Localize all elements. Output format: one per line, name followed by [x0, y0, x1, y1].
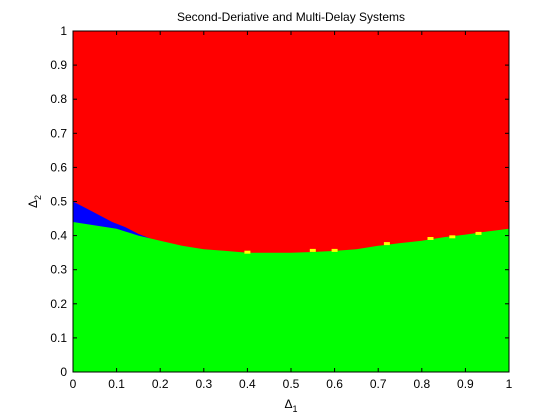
x-tick-label: 0.4	[239, 377, 256, 391]
y-tick-label: 0.6	[50, 160, 67, 174]
y-tick-label: 1	[60, 24, 67, 38]
y-tick-label: 0.3	[50, 263, 67, 277]
chart-regions	[73, 31, 509, 372]
x-axis-ticks: 0 0.1 0.2 0.3 0.4 0.5 0.6 0.7 0.8 0.9 1	[70, 31, 513, 391]
x-tick-label: 0.2	[152, 377, 169, 391]
x-tick-label: 0.9	[457, 377, 474, 391]
y-axis-ticks: 0 0.1 0.2 0.3 0.4 0.5 0.6 0.7 0.8 0.9 1	[50, 24, 509, 379]
yellow-point	[475, 231, 482, 235]
yellow-point	[244, 250, 251, 254]
y-tick-label: 0.1	[50, 331, 67, 345]
yellow-point	[331, 248, 338, 252]
y-tick-label: 0	[60, 365, 67, 379]
x-tick-label: 0	[70, 377, 77, 391]
x-tick-label: 0.8	[413, 377, 430, 391]
y-axis-label-subscript: 2	[33, 195, 43, 200]
yellow-point	[383, 242, 390, 246]
x-axis-label: Δ1	[284, 397, 297, 414]
y-axis-label: Δ2	[26, 195, 43, 208]
yellow-point	[449, 235, 456, 239]
yellow-points	[244, 231, 482, 254]
stable-region-green	[73, 222, 509, 372]
yellow-point	[427, 237, 434, 240]
y-tick-label: 0.8	[50, 92, 67, 106]
y-tick-label: 0.7	[50, 126, 67, 140]
x-tick-label: 0.6	[326, 377, 343, 391]
x-tick-label: 0.7	[370, 377, 387, 391]
y-tick-label: 0.9	[50, 58, 67, 72]
yellow-point	[309, 248, 316, 252]
chart-title: Second-Deriative and Multi-Delay Systems	[177, 10, 405, 24]
x-tick-label: 1	[506, 377, 513, 391]
y-tick-label: 0.4	[50, 229, 67, 243]
x-axis-label-subscript: 1	[293, 404, 298, 414]
x-tick-label: 0.5	[283, 377, 300, 391]
y-tick-label: 0.5	[50, 195, 67, 209]
y-axis-label-main: Δ	[26, 200, 40, 208]
y-tick-label: 0.2	[50, 297, 67, 311]
x-tick-label: 0.1	[108, 377, 125, 391]
x-tick-label: 0.3	[195, 377, 212, 391]
x-axis-label-main: Δ	[284, 397, 292, 411]
